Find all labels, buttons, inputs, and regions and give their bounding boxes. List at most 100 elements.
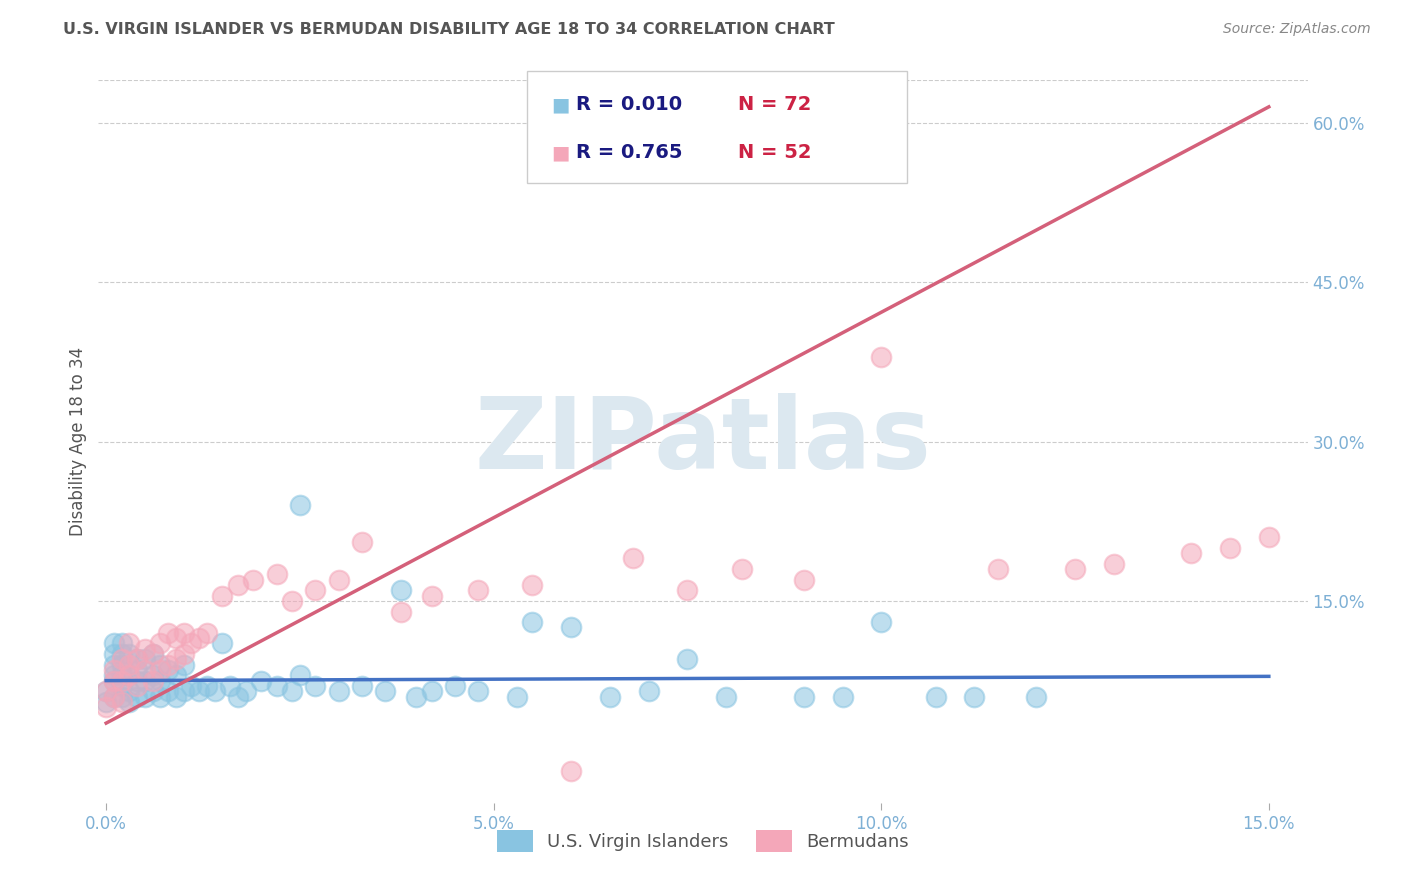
Point xyxy=(522,578,544,592)
Point xyxy=(111,673,134,688)
Point xyxy=(560,620,582,634)
Point xyxy=(288,668,311,682)
Point xyxy=(304,679,326,693)
Point xyxy=(188,631,211,645)
Point xyxy=(924,690,946,704)
Point xyxy=(560,764,582,778)
Point xyxy=(676,652,699,666)
Point xyxy=(188,684,211,698)
Point xyxy=(266,679,288,693)
Point xyxy=(467,684,489,698)
Point xyxy=(96,700,118,714)
Point xyxy=(157,684,180,698)
Point xyxy=(522,615,544,630)
Point xyxy=(142,684,165,698)
Point xyxy=(118,647,141,661)
Text: N = 72: N = 72 xyxy=(738,95,811,114)
Point xyxy=(157,625,180,640)
Point xyxy=(180,636,202,650)
Point xyxy=(731,562,754,576)
Point xyxy=(103,690,125,704)
Point xyxy=(204,684,226,698)
Point xyxy=(599,690,621,704)
Point xyxy=(165,652,187,666)
Point xyxy=(111,647,134,661)
Point xyxy=(142,668,165,682)
Text: ■: ■ xyxy=(551,95,569,114)
Point xyxy=(328,684,350,698)
Point xyxy=(127,652,149,666)
Point xyxy=(118,684,141,698)
Point xyxy=(389,583,412,598)
Point xyxy=(1180,546,1202,560)
Point xyxy=(211,589,233,603)
Point xyxy=(173,657,195,672)
Point xyxy=(118,657,141,672)
Point xyxy=(350,679,373,693)
Point xyxy=(149,663,172,677)
Point xyxy=(281,684,304,698)
Point xyxy=(111,636,134,650)
Point xyxy=(1064,562,1087,576)
Point xyxy=(1025,690,1047,704)
Point xyxy=(219,679,242,693)
Point xyxy=(793,573,815,587)
Point xyxy=(621,551,644,566)
Point xyxy=(420,684,443,698)
Point xyxy=(211,636,233,650)
Point xyxy=(173,684,195,698)
Point xyxy=(149,657,172,672)
Point xyxy=(444,679,467,693)
Text: ZIPatlas: ZIPatlas xyxy=(475,393,931,490)
Point xyxy=(103,673,125,688)
Point xyxy=(118,695,141,709)
Point xyxy=(288,498,311,512)
Point xyxy=(134,641,156,656)
Point xyxy=(173,647,195,661)
Point xyxy=(506,690,529,704)
Text: U.S. VIRGIN ISLANDER VS BERMUDAN DISABILITY AGE 18 TO 34 CORRELATION CHART: U.S. VIRGIN ISLANDER VS BERMUDAN DISABIL… xyxy=(63,22,835,37)
Point xyxy=(304,583,326,598)
Point xyxy=(250,673,273,688)
Point xyxy=(111,652,134,666)
Point xyxy=(281,594,304,608)
Point xyxy=(195,679,218,693)
Point xyxy=(389,605,412,619)
Point xyxy=(165,631,187,645)
Point xyxy=(157,663,180,677)
Point xyxy=(103,657,125,672)
Point xyxy=(180,679,202,693)
Point xyxy=(793,690,815,704)
Point xyxy=(831,690,853,704)
Point xyxy=(127,679,149,693)
Point xyxy=(235,684,257,698)
Point xyxy=(103,636,125,650)
Point xyxy=(374,684,396,698)
Point xyxy=(111,690,134,704)
Point xyxy=(127,673,149,688)
Point xyxy=(1257,530,1279,544)
Point xyxy=(127,652,149,666)
Point xyxy=(405,690,427,704)
Text: ■: ■ xyxy=(551,144,569,162)
Text: N = 52: N = 52 xyxy=(738,144,811,162)
Point xyxy=(149,636,172,650)
Point xyxy=(420,589,443,603)
Point xyxy=(149,673,172,688)
Point xyxy=(118,636,141,650)
Point xyxy=(716,690,738,704)
Point xyxy=(165,668,187,682)
Point xyxy=(103,663,125,677)
Point xyxy=(637,684,659,698)
Point xyxy=(1102,557,1125,571)
Point xyxy=(103,690,125,704)
Point xyxy=(165,690,187,704)
Text: Source: ZipAtlas.com: Source: ZipAtlas.com xyxy=(1223,22,1371,37)
Point xyxy=(127,690,149,704)
Point xyxy=(986,562,1008,576)
Point xyxy=(111,695,134,709)
Point xyxy=(134,673,156,688)
Point xyxy=(149,690,172,704)
Point xyxy=(142,673,165,688)
Point xyxy=(142,647,165,661)
